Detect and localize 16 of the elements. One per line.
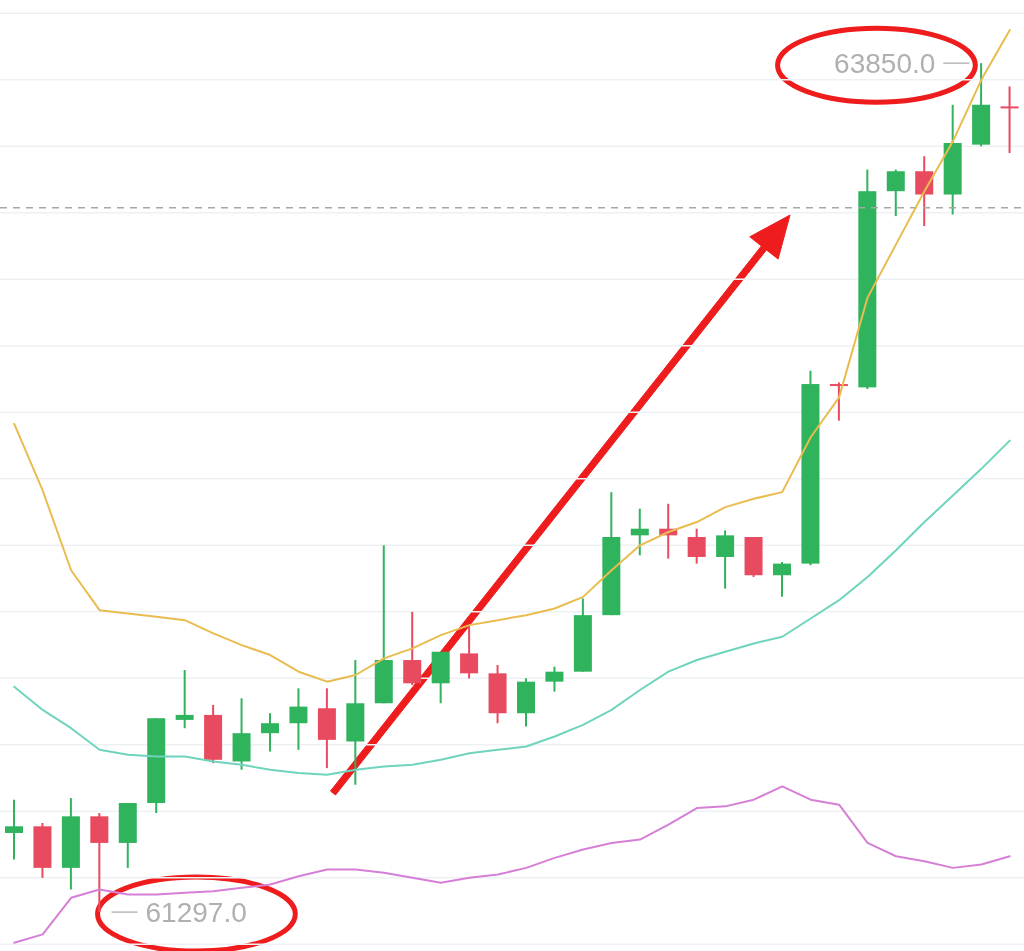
candlestick — [716, 529, 735, 590]
candlestick — [403, 610, 422, 686]
candlestick — [175, 669, 194, 730]
candlestick — [5, 798, 23, 861]
candlestick — [289, 687, 308, 751]
candlestick — [773, 560, 791, 598]
candlestick — [886, 168, 905, 218]
candlestick — [460, 624, 479, 680]
candlestick — [545, 665, 564, 693]
annotation: 63850.0 — [834, 47, 936, 79]
candlestick — [1000, 85, 1019, 154]
candlestick — [261, 712, 279, 753]
candlestick — [630, 507, 649, 557]
candlestick — [915, 155, 934, 228]
candlestick — [687, 527, 706, 565]
annotation: 61297.0 — [145, 896, 247, 928]
